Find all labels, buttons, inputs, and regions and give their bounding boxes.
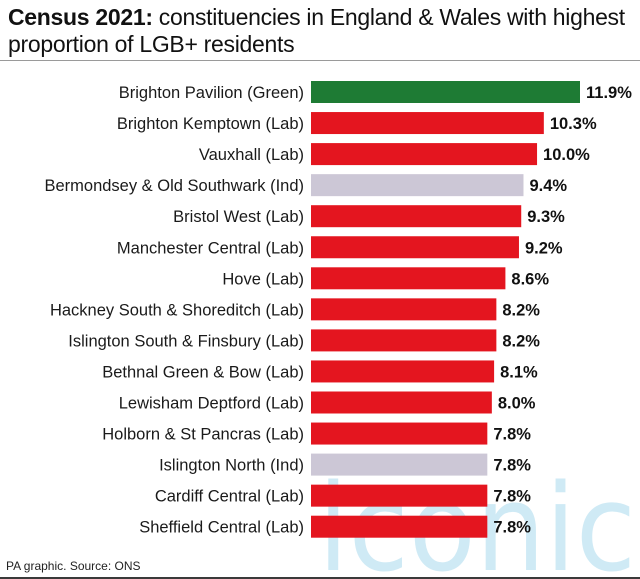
bar-10	[311, 360, 495, 383]
value-label-6: 9.2%	[525, 239, 563, 257]
category-labels: Brighton Pavilion (Green) Brighton Kempto…	[44, 84, 304, 537]
bar-13	[311, 453, 488, 476]
value-label-3: 10.0%	[543, 146, 590, 164]
value-label-9: 8.2%	[502, 332, 540, 350]
category-label-1: Brighton Pavilion (Green)	[119, 84, 304, 102]
bar-15	[311, 515, 488, 538]
value-label-1: 11.9%	[586, 84, 632, 102]
bar-4	[311, 174, 524, 197]
value-label-12: 7.8%	[493, 426, 531, 444]
value-label-14: 7.8%	[493, 488, 531, 506]
category-label-2: Brighton Kemptown (Lab)	[117, 115, 304, 133]
bars-group	[311, 81, 580, 538]
chart-title: Census 2021: constituencies in England &…	[8, 4, 632, 58]
source-note: PA graphic. Source: ONS	[6, 559, 141, 573]
bar-9	[311, 329, 497, 352]
category-label-8: Hackney South & Shoreditch (Lab)	[50, 301, 304, 319]
title-divider	[0, 60, 640, 61]
value-labels: 11.9% 10.3% 10.0% 9.4% 9.3% 9.2% 8.6% 8.2% 8.2% 8…	[493, 84, 632, 537]
bar-12	[311, 422, 488, 445]
category-label-12: Holborn & St Pancras (Lab)	[102, 426, 304, 444]
category-label-6: Manchester Central (Lab)	[117, 239, 304, 257]
bar-6	[311, 236, 519, 259]
category-label-15: Sheffield Central (Lab)	[139, 519, 304, 537]
chart-title-rest: constituencies in England & Wales with h…	[8, 4, 625, 57]
category-label-13: Islington North (Ind)	[159, 457, 304, 475]
footer-divider	[0, 577, 640, 579]
bar-2	[311, 112, 544, 135]
value-label-8: 8.2%	[502, 301, 540, 319]
bar-3	[311, 143, 538, 166]
bar-11	[311, 391, 492, 414]
value-label-5: 9.3%	[527, 208, 565, 226]
category-label-14: Cardiff Central (Lab)	[155, 488, 304, 506]
bar-7	[311, 267, 506, 290]
category-label-11: Lewisham Deptford (Lab)	[119, 395, 304, 413]
bar-5	[311, 205, 522, 228]
value-label-2: 10.3%	[550, 115, 597, 133]
value-label-10: 8.1%	[500, 363, 538, 381]
chart-title-bold: Census 2021:	[8, 4, 153, 30]
category-label-5: Bristol West (Lab)	[173, 208, 304, 226]
category-label-4: Bermondsey & Old Southwark (Ind)	[44, 177, 304, 195]
category-label-3: Vauxhall (Lab)	[199, 146, 304, 164]
value-label-13: 7.8%	[493, 457, 531, 475]
bar-14	[311, 484, 488, 507]
value-label-7: 8.6%	[511, 270, 549, 288]
value-label-4: 9.4%	[529, 177, 567, 195]
value-label-11: 8.0%	[498, 395, 536, 413]
category-label-10: Bethnal Green & Bow (Lab)	[102, 363, 304, 381]
category-label-7: Hove (Lab)	[222, 270, 304, 288]
value-label-15: 7.8%	[493, 519, 531, 537]
bar-1	[311, 81, 580, 103]
category-label-9: Islington South & Finsbury (Lab)	[68, 332, 304, 350]
bar-8	[311, 298, 497, 321]
